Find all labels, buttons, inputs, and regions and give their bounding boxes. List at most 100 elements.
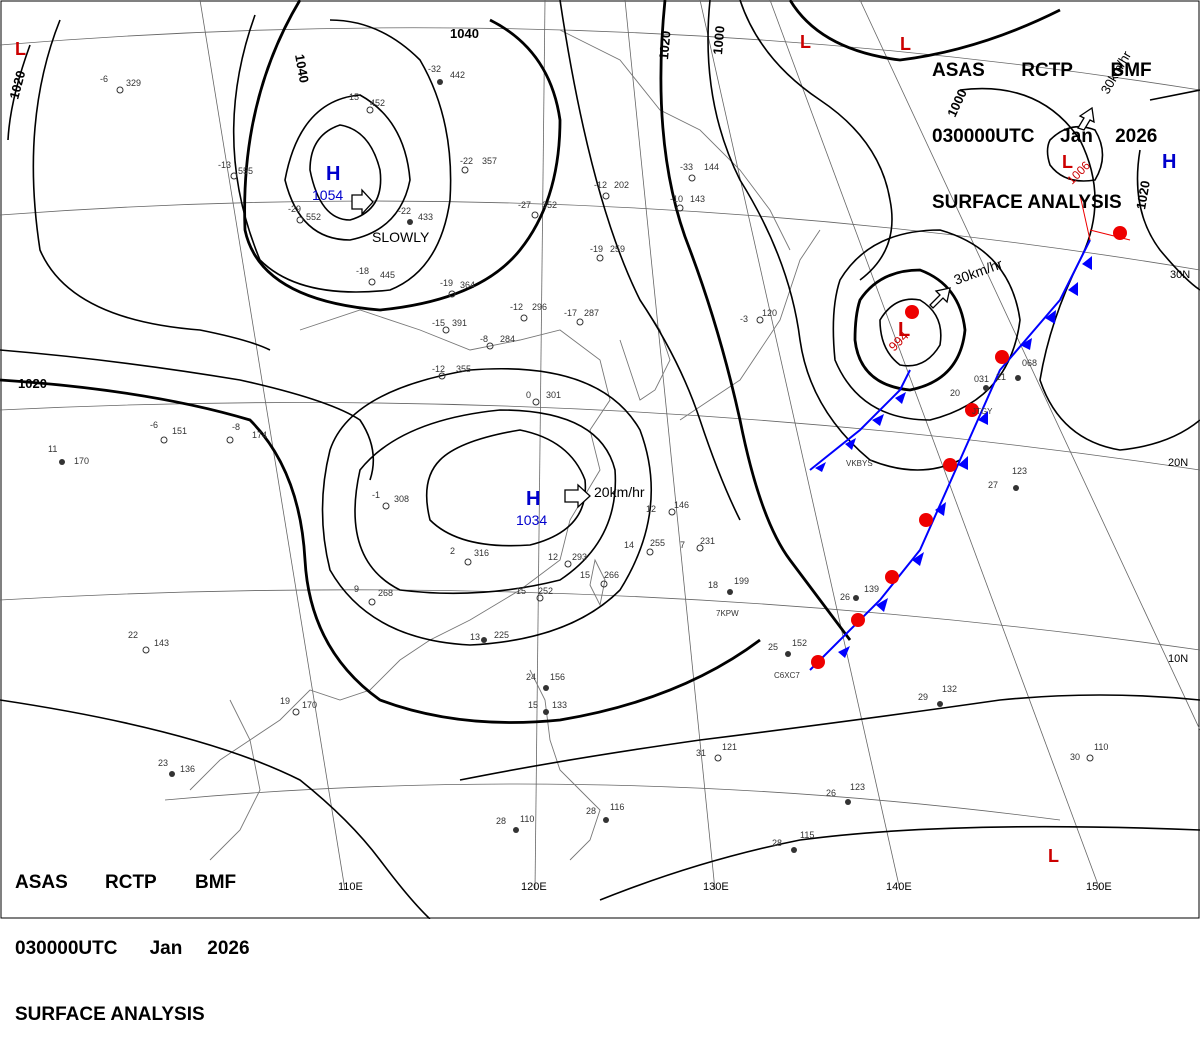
- svg-text:-22: -22: [460, 156, 473, 166]
- svg-text:13: 13: [470, 632, 480, 642]
- coast-taiwan: [590, 560, 605, 605]
- header-time: 030000UTC: [15, 938, 150, 960]
- svg-text:-1: -1: [372, 490, 380, 500]
- svg-text:15: 15: [580, 570, 590, 580]
- svg-text:123: 123: [1012, 466, 1027, 476]
- header-month: Jan: [150, 938, 208, 960]
- longitude-label: 140E: [886, 881, 912, 893]
- svg-text:-13: -13: [218, 160, 231, 170]
- svg-text:225: 225: [494, 630, 509, 640]
- svg-text:-12: -12: [432, 364, 445, 374]
- ship-id: 7KPW: [716, 609, 739, 618]
- cold-front-triangle: [838, 646, 850, 658]
- ship-ids: VKBYS 7KPW C6XC7 JTGY: [716, 407, 993, 680]
- warm-front-bump: [919, 513, 933, 527]
- svg-text:174: 174: [252, 430, 267, 440]
- svg-text:442: 442: [450, 70, 465, 80]
- cold-front: [810, 240, 1092, 670]
- svg-text:28: 28: [772, 838, 782, 848]
- svg-text:110: 110: [520, 814, 534, 824]
- svg-text:170: 170: [74, 456, 89, 466]
- svg-text:-15: -15: [346, 92, 359, 102]
- isobar: [0, 350, 373, 480]
- ship-id: JTGY: [972, 407, 993, 416]
- coastlines: [190, 30, 820, 860]
- cold-front-triangle: [876, 598, 888, 612]
- header-center: ASAS: [15, 872, 105, 894]
- isobar: [285, 95, 410, 240]
- svg-text:-22: -22: [398, 206, 411, 216]
- svg-text:357: 357: [482, 156, 497, 166]
- svg-text:-6: -6: [100, 74, 108, 84]
- svg-text:12: 12: [548, 552, 558, 562]
- svg-text:28: 28: [496, 816, 506, 826]
- header-center: ASAS: [932, 60, 1021, 82]
- svg-text:308: 308: [394, 494, 409, 504]
- svg-text:-27: -27: [518, 200, 531, 210]
- svg-text:-33: -33: [680, 162, 693, 172]
- svg-text:031: 031: [974, 374, 989, 384]
- svg-text:268: 268: [378, 588, 393, 598]
- header-year: 2026: [207, 938, 265, 960]
- svg-text:352: 352: [542, 200, 557, 210]
- station-plot: 28 110: [496, 814, 534, 833]
- svg-text:316: 316: [474, 548, 489, 558]
- header-issuer: RCTP: [105, 872, 195, 894]
- header-year: 2026: [1115, 126, 1170, 148]
- svg-text:-12: -12: [510, 302, 523, 312]
- svg-text:266: 266: [604, 570, 619, 580]
- latitude-line-20n: [0, 403, 1200, 471]
- longitude-label: 110E: [338, 881, 363, 893]
- latitude-label: 30N: [1170, 269, 1190, 281]
- warm-front-bump: [811, 655, 825, 669]
- low-marker: L: [900, 34, 911, 54]
- svg-text:18: 18: [708, 580, 718, 590]
- svg-text:139: 139: [864, 584, 879, 594]
- svg-text:22: 22: [128, 630, 138, 640]
- svg-text:452: 452: [370, 98, 385, 108]
- high-center-pressure: 1054: [312, 187, 343, 203]
- svg-text:14: 14: [624, 540, 634, 550]
- isobar: [0, 380, 760, 723]
- svg-text:144: 144: [704, 162, 719, 172]
- svg-text:143: 143: [154, 638, 169, 648]
- svg-text:552: 552: [306, 212, 321, 222]
- svg-text:-18: -18: [356, 266, 369, 276]
- svg-text:143: 143: [690, 194, 705, 204]
- low-motion-text: 30km/hr: [952, 255, 1005, 287]
- svg-text:-19: -19: [590, 244, 603, 254]
- isobar-label: 1020: [6, 69, 28, 101]
- coast-korea: [620, 300, 670, 400]
- svg-text:-19: -19: [440, 278, 453, 288]
- high-center-symbol: H: [326, 163, 340, 185]
- svg-text:115: 115: [800, 830, 814, 840]
- isobar: [560, 0, 740, 520]
- svg-text:116: 116: [610, 802, 624, 812]
- svg-text:146: 146: [674, 500, 689, 510]
- svg-text:-3: -3: [740, 314, 748, 324]
- header-agency: BMF: [195, 872, 255, 894]
- ship-id: C6XC7: [774, 671, 800, 680]
- header-issuer: RCTP: [1021, 60, 1110, 82]
- station-plot: -33 144: [680, 162, 719, 181]
- svg-text:133: 133: [552, 700, 567, 710]
- svg-text:355: 355: [456, 364, 471, 374]
- svg-text:15: 15: [528, 700, 538, 710]
- header-title: SURFACE ANALYSIS: [932, 192, 1122, 214]
- svg-text:364: 364: [460, 280, 475, 290]
